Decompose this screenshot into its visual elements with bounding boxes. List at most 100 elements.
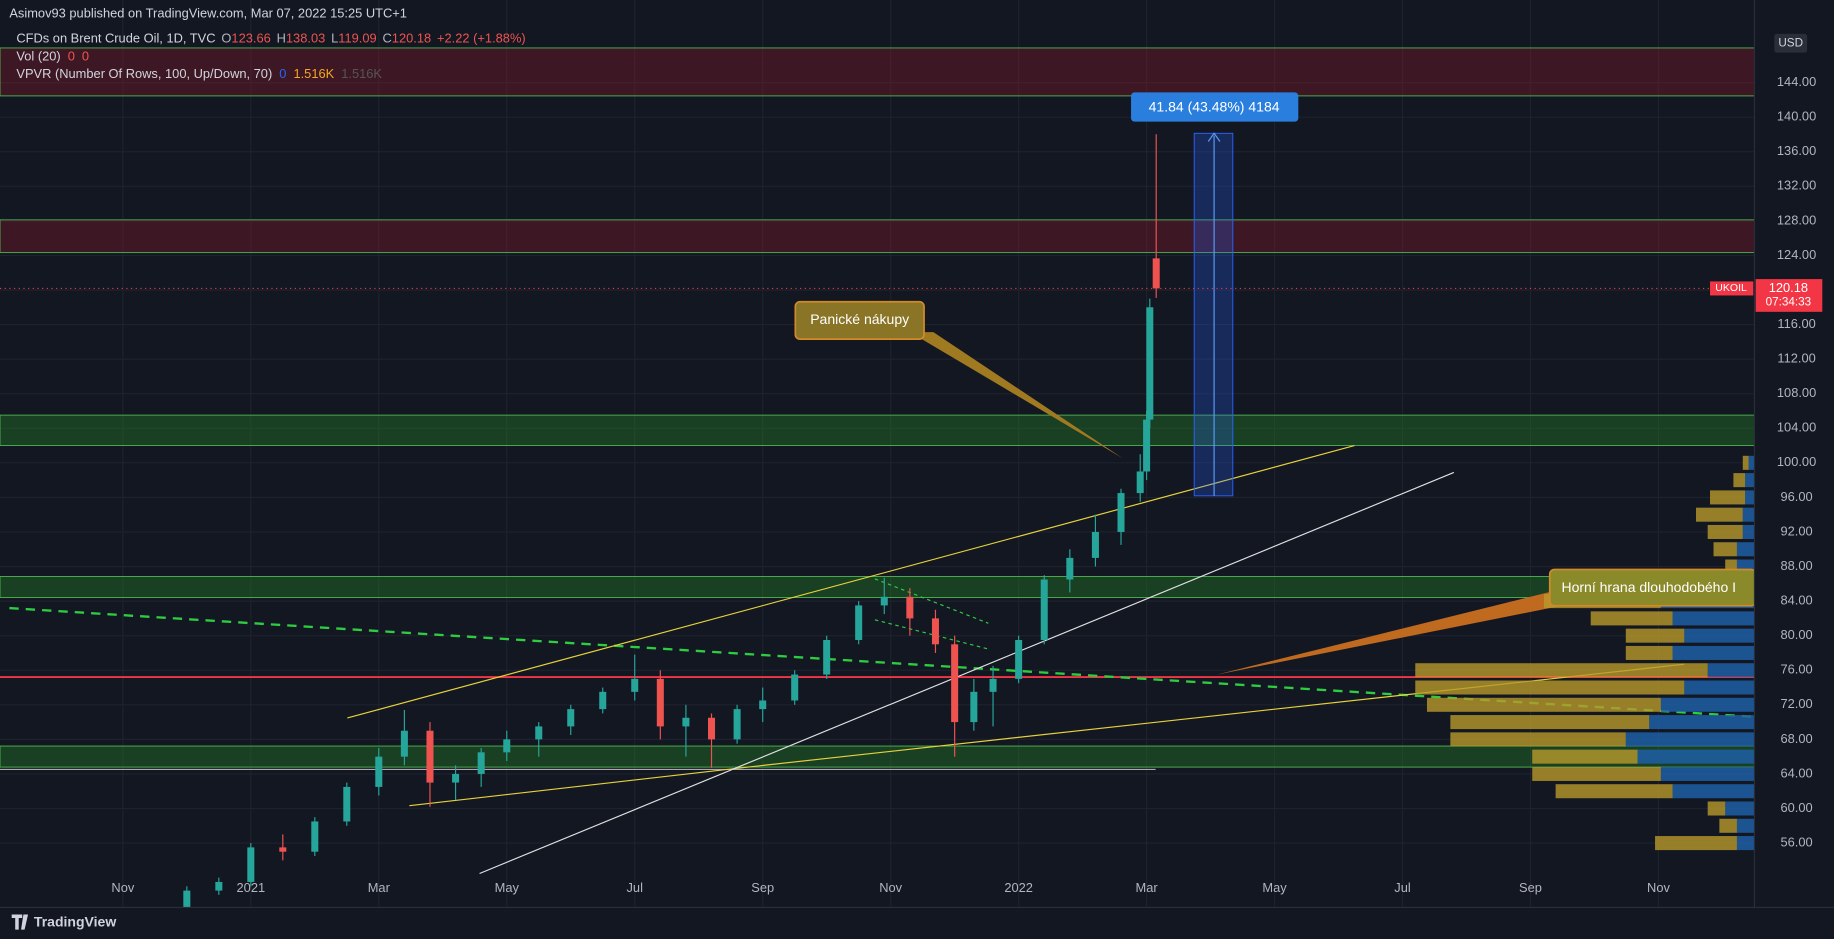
annotation: Horní hrana dlouhodobého I bbox=[1561, 579, 1736, 595]
symbol-tag-box bbox=[1710, 281, 1754, 296]
support-zone bbox=[0, 745, 1755, 768]
indicator-name: Vol (20) bbox=[16, 49, 60, 64]
countdown: 07:34:33 bbox=[1766, 296, 1812, 309]
support-zone bbox=[0, 576, 1755, 599]
candle-body bbox=[599, 691, 607, 710]
y-tick-label: 68.00 bbox=[1780, 731, 1812, 746]
y-tick-label: 64.00 bbox=[1780, 765, 1812, 780]
overlay: 41.84 (43.48%) 4184 Panické nákupy Horní… bbox=[794, 92, 1757, 607]
logo[interactable] bbox=[11, 914, 29, 930]
volume-down bbox=[1625, 628, 1685, 643]
indicator-line: Vol (20) 0 0 bbox=[16, 49, 89, 64]
candle-body bbox=[906, 596, 914, 619]
ohlc-value: 123.66 bbox=[231, 31, 270, 46]
footer-bar bbox=[0, 907, 1834, 939]
symbol: CFDs on Brent Crude Oil, 1D, TVC bbox=[16, 31, 215, 46]
indicator-value: 0 bbox=[82, 49, 89, 64]
volume-up bbox=[1736, 836, 1755, 851]
x-tick-label: 2021 bbox=[237, 880, 266, 895]
x-tick-label: Nov bbox=[879, 880, 902, 895]
ohlc-letter: O bbox=[221, 31, 231, 46]
volume-down bbox=[1707, 801, 1726, 816]
volume-up bbox=[1649, 715, 1755, 730]
candle-body bbox=[1146, 307, 1154, 420]
currency: USD bbox=[1778, 36, 1803, 49]
y-tick-label: 100.00 bbox=[1777, 454, 1816, 469]
y-tick-label: 128.00 bbox=[1777, 212, 1816, 227]
candle-body bbox=[1066, 557, 1074, 580]
x-tick-label: Nov bbox=[111, 880, 134, 895]
channel-upper bbox=[347, 444, 1355, 719]
volume-up bbox=[1707, 663, 1755, 678]
candle-body bbox=[567, 709, 575, 727]
symbol-line: CFDs on Brent Crude Oil, 1D, TVC O123.66 H… bbox=[16, 31, 525, 46]
flag-line bbox=[874, 619, 989, 650]
y-tick-label: 56.00 bbox=[1780, 834, 1812, 849]
price-axis bbox=[1754, 0, 1834, 908]
indicator-line: VPVR (Number Of Rows, 100, Up/Down, 70) 0… bbox=[16, 66, 382, 81]
candle-body bbox=[1136, 471, 1144, 494]
volume-down bbox=[1719, 818, 1737, 833]
x-tick-label: Nov bbox=[1647, 880, 1670, 895]
indicator-value: 0 bbox=[68, 49, 75, 64]
measure-label: 41.84 (43.48%) 4184 bbox=[1149, 98, 1280, 114]
x-tick-label: May bbox=[1262, 880, 1287, 895]
annotation-box bbox=[794, 300, 925, 340]
candle-body bbox=[823, 639, 831, 675]
candle-body bbox=[311, 821, 319, 852]
volume-down bbox=[1590, 611, 1673, 626]
volume-up bbox=[1672, 611, 1755, 626]
resistance-zone bbox=[0, 47, 1755, 97]
x-tick-label: 2022 bbox=[1004, 880, 1033, 895]
y-tick-label: 132.00 bbox=[1777, 178, 1816, 193]
x-tick-label: Sep bbox=[751, 880, 774, 895]
volume-up bbox=[1660, 697, 1755, 712]
volume-down bbox=[1625, 645, 1673, 660]
candle-body bbox=[1143, 419, 1151, 472]
candle-body bbox=[855, 605, 863, 640]
y-axis-labels: 56.00 60.00 64.00 68.00 72.00 76.00 80.00 84.00… bbox=[1777, 74, 1816, 849]
candle-body bbox=[708, 717, 716, 740]
candle-body bbox=[1152, 258, 1160, 289]
volume-down bbox=[1713, 542, 1737, 557]
y-tick-label: 88.00 bbox=[1780, 558, 1812, 573]
currency-box[interactable] bbox=[1774, 33, 1808, 53]
ohlc-value: 138.03 bbox=[286, 31, 325, 46]
y-tick-label: 80.00 bbox=[1780, 627, 1812, 642]
annotation: Panické nákupy bbox=[810, 311, 909, 327]
y-tick-label: 140.00 bbox=[1777, 109, 1816, 124]
candle-body bbox=[400, 730, 408, 757]
candle-body bbox=[375, 756, 383, 787]
drawings bbox=[0, 47, 1755, 875]
candle-body bbox=[970, 691, 978, 723]
y-tick-label: 76.00 bbox=[1780, 662, 1812, 677]
volume-down bbox=[1742, 455, 1749, 470]
ohlc-value: 120.18 bbox=[392, 31, 431, 46]
published-line: Asimov93 published on TradingView.com, M… bbox=[9, 5, 407, 20]
x-axis-labels: Nov 2021 Mar May Jul Sep Nov 2022 Mar May Jul Sep No… bbox=[111, 880, 1670, 895]
last-price-box bbox=[1755, 279, 1823, 312]
brand[interactable]: TradingView bbox=[34, 913, 116, 929]
candle-body bbox=[535, 726, 543, 740]
symbol-tag: UKOIL bbox=[1715, 282, 1747, 294]
candles bbox=[183, 134, 1160, 908]
x-tick-label: Mar bbox=[1136, 880, 1159, 895]
volume-up bbox=[1748, 455, 1755, 470]
x-tick-label: Jul bbox=[627, 880, 643, 895]
candle-body bbox=[452, 773, 460, 783]
volume-down bbox=[1725, 559, 1737, 574]
candle-body bbox=[682, 717, 690, 727]
support-zone bbox=[0, 414, 1755, 446]
candle-body bbox=[880, 596, 888, 606]
candle-body bbox=[989, 678, 997, 692]
volume-down bbox=[1415, 663, 1708, 678]
y-tick-label: 60.00 bbox=[1780, 800, 1812, 815]
candle-body bbox=[279, 847, 287, 852]
volume-up bbox=[1742, 507, 1755, 522]
candle-body bbox=[503, 739, 511, 753]
candle-body bbox=[1091, 531, 1099, 558]
volume-down bbox=[1532, 749, 1638, 764]
volume-down bbox=[1695, 507, 1743, 522]
